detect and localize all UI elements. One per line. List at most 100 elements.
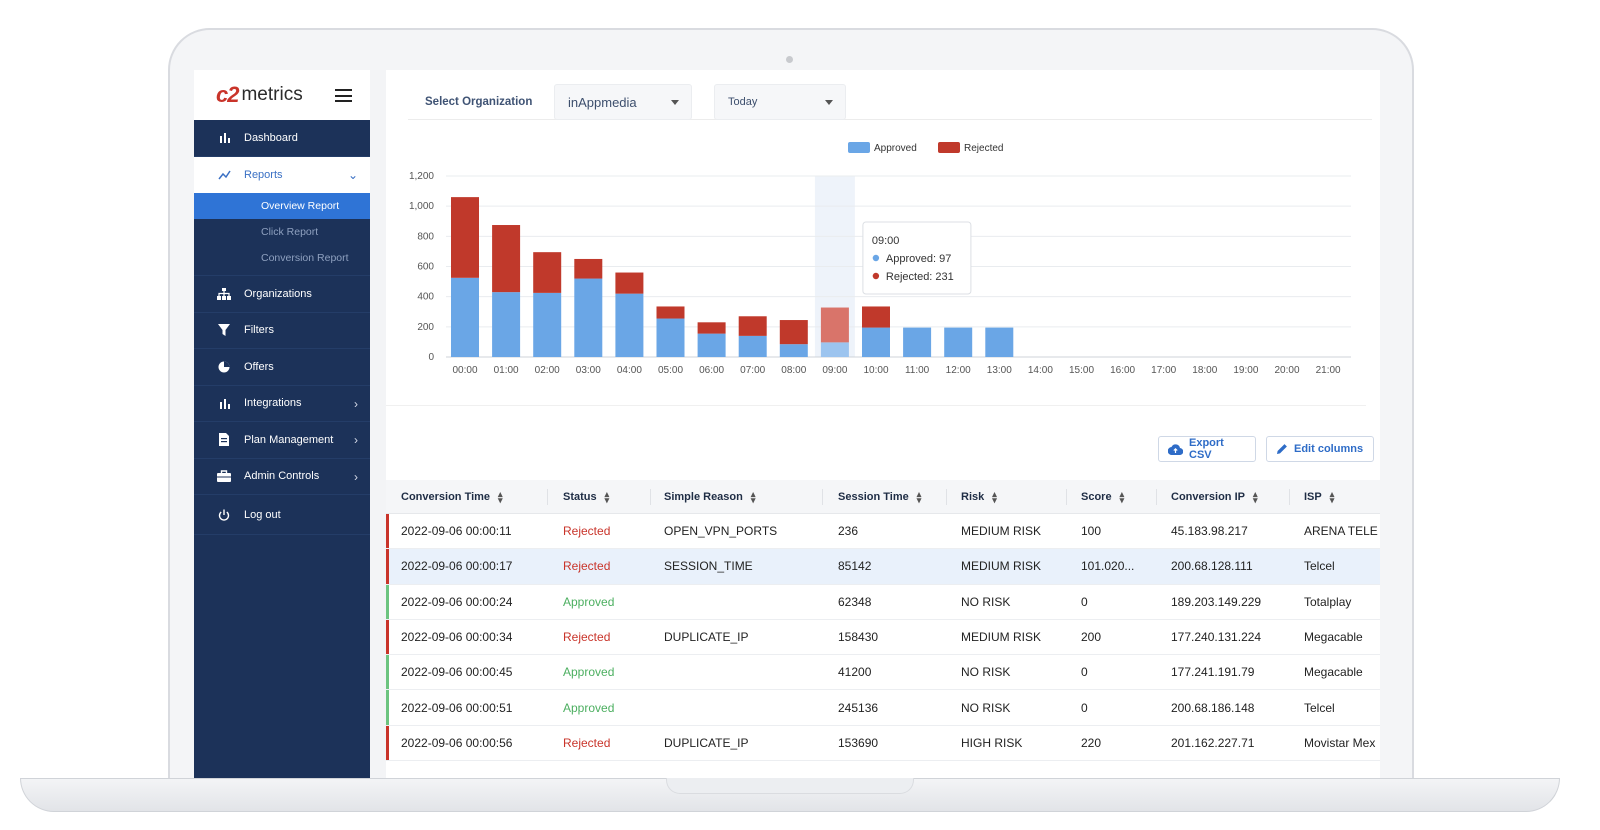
cell-risk: MEDIUM RISK bbox=[961, 524, 1042, 539]
sidebar-subitem-conversion-report[interactable]: Conversion Report bbox=[261, 252, 349, 264]
tooltip-box bbox=[862, 221, 972, 295]
document-icon bbox=[216, 432, 232, 448]
bar-approved bbox=[697, 333, 726, 357]
bar-approved bbox=[533, 292, 562, 357]
cell-conversion-ip: 177.241.191.79 bbox=[1171, 665, 1255, 680]
legend-swatch bbox=[848, 142, 870, 153]
pie-icon bbox=[216, 359, 232, 375]
sidebar-item-label: Dashboard bbox=[244, 131, 298, 144]
cell-conversion-time: 2022-09-06 00:00:24 bbox=[401, 594, 513, 609]
column-header-status[interactable]: Status ▴ ▾ bbox=[547, 480, 650, 513]
bar-approved bbox=[944, 327, 973, 357]
sidebar-item-admin-controls[interactable]: Admin Controls › bbox=[194, 459, 370, 495]
bar-approved bbox=[779, 344, 808, 357]
sidebar-item-label: Log out bbox=[244, 508, 281, 521]
column-header-label: Simple Reason bbox=[664, 490, 743, 503]
sidebar-subitem-overview-report[interactable]: Overview Report bbox=[194, 193, 370, 219]
column-header-isp[interactable]: ISP ▴ ▾ bbox=[1289, 480, 1380, 513]
sidebar: c2 metrics Dashboard Reports ⌄ Overview … bbox=[194, 70, 370, 778]
legend-label: Approved bbox=[874, 143, 917, 154]
tooltip-line: Rejected: 231 bbox=[886, 271, 954, 283]
chevron-right-icon: › bbox=[354, 469, 358, 484]
hamburger-menu-icon[interactable] bbox=[335, 89, 352, 102]
tooltip-dot bbox=[872, 254, 880, 262]
sidebar-subitem-click-report[interactable]: Click Report bbox=[261, 226, 319, 238]
legend-swatch bbox=[938, 142, 960, 153]
table-row[interactable]: 2022-09-06 00:00:45 Approved 41200 NO RI… bbox=[386, 655, 1380, 691]
x-tick-label: 07:00 bbox=[740, 365, 765, 376]
x-tick-label: 21:00 bbox=[1316, 365, 1341, 376]
cell-conversion-ip: 189.203.149.229 bbox=[1171, 594, 1262, 609]
bar-rejected bbox=[862, 306, 890, 328]
x-tick-label: 01:00 bbox=[494, 365, 519, 376]
column-header-simple-reason[interactable]: Simple Reason ▴ ▾ bbox=[650, 480, 822, 513]
column-header-conversion-ip[interactable]: Conversion IP ▴ ▾ bbox=[1156, 480, 1289, 513]
cell-conversion-time: 2022-09-06 00:00:34 bbox=[401, 630, 513, 645]
column-header-label: Risk bbox=[961, 490, 985, 503]
organization-select[interactable]: inAppmedia bbox=[554, 84, 692, 120]
bar-chart-icon bbox=[216, 395, 232, 411]
cell-score: 0 bbox=[1081, 594, 1088, 609]
date-range-select[interactable]: Today bbox=[714, 84, 846, 120]
sidebar-item-logout[interactable]: Log out bbox=[194, 495, 370, 535]
sidebar-item-organizations[interactable]: Organizations bbox=[194, 276, 370, 313]
table-row[interactable]: 2022-09-06 00:00:24 Approved 62348 NO RI… bbox=[386, 584, 1380, 620]
export-csv-button[interactable]: Export CSV bbox=[1158, 436, 1256, 462]
sidebar-item-label: Admin Controls bbox=[244, 470, 320, 483]
table-row[interactable]: 2022-09-06 00:00:17 Rejected SESSION_TIM… bbox=[386, 549, 1380, 585]
table-row[interactable]: 2022-09-06 00:00:51 Approved 245136 NO R… bbox=[386, 690, 1380, 726]
column-header-session-time[interactable]: Session Time ▴ ▾ bbox=[822, 480, 946, 513]
x-tick-label: 10:00 bbox=[863, 365, 888, 376]
sort-icon: ▴ ▾ bbox=[750, 488, 756, 505]
cell-isp: Telcel bbox=[1304, 700, 1335, 715]
cell-session-time: 158430 bbox=[838, 630, 879, 645]
chart-svg: 0 200 400 600 800 1,000 1,200 00:00 01:00 02:00 03… bbox=[409, 142, 1351, 376]
column-header-score[interactable]: Score ▴ ▾ bbox=[1066, 480, 1156, 513]
sidebar-item-dashboard[interactable]: Dashboard bbox=[194, 120, 370, 157]
org-tree-icon bbox=[216, 286, 232, 302]
x-tick-label: 00:00 bbox=[452, 365, 477, 376]
x-tick-label: 08:00 bbox=[781, 365, 806, 376]
sidebar-item-integrations[interactable]: Integrations › bbox=[194, 386, 370, 422]
x-tick-label: 19:00 bbox=[1233, 365, 1258, 376]
x-tick-label: 12:00 bbox=[946, 365, 971, 376]
table-row[interactable]: 2022-09-06 00:00:56 Rejected DUPLICATE_I… bbox=[386, 725, 1380, 762]
column-header-label: ISP bbox=[1304, 490, 1322, 503]
bar-approved bbox=[451, 277, 479, 357]
cell-risk: HIGH RISK bbox=[961, 735, 1023, 750]
caret-down-icon bbox=[671, 100, 679, 105]
cell-risk: MEDIUM RISK bbox=[961, 630, 1042, 645]
x-tick-label: 04:00 bbox=[617, 365, 642, 376]
cell-conversion-time: 2022-09-06 00:00:45 bbox=[401, 665, 513, 680]
sidebar-item-plan-management[interactable]: Plan Management › bbox=[194, 422, 370, 459]
cell-conversion-ip: 201.162.227.71 bbox=[1171, 735, 1255, 750]
table-row[interactable]: 2022-09-06 00:00:11 Rejected OPEN_VPN_PO… bbox=[386, 514, 1380, 550]
sidebar-item-reports[interactable]: Reports ⌄ bbox=[194, 156, 370, 193]
cell-conversion-ip: 45.183.98.217 bbox=[1171, 524, 1248, 539]
cell-status: Rejected bbox=[563, 735, 611, 750]
edit-columns-button[interactable]: Edit columns bbox=[1266, 436, 1374, 462]
bar-rejected bbox=[820, 307, 849, 343]
tooltip-line: Approved: 97 bbox=[886, 253, 951, 265]
table-row[interactable]: 2022-09-06 00:00:34 Rejected DUPLICATE_I… bbox=[386, 619, 1380, 656]
column-header-risk[interactable]: Risk ▴ ▾ bbox=[946, 480, 1066, 513]
column-header-conversion-time[interactable]: Conversion Time ▴ ▾ bbox=[386, 480, 547, 513]
sidebar-item-label: Reports bbox=[244, 168, 283, 181]
column-header-label: Conversion Time bbox=[401, 490, 491, 503]
x-tick-label: 02:00 bbox=[535, 365, 560, 376]
column-header-label: Status bbox=[563, 490, 597, 503]
status-indicator-bar bbox=[386, 549, 389, 584]
x-tick-label: 20:00 bbox=[1274, 365, 1299, 376]
y-tick-label: 200 bbox=[417, 322, 434, 333]
organization-select-value: inAppmedia bbox=[568, 94, 637, 110]
bar-rejected bbox=[492, 225, 521, 293]
y-tick-label: 400 bbox=[417, 292, 434, 303]
sidebar-item-filters[interactable]: Filters bbox=[194, 313, 370, 349]
cell-simple-reason: SESSION_TIME bbox=[664, 559, 753, 574]
pencil-icon bbox=[1276, 443, 1288, 455]
cell-conversion-ip: 200.68.128.111 bbox=[1171, 559, 1253, 574]
cell-session-time: 85142 bbox=[838, 559, 872, 574]
sidebar-item-offers[interactable]: Offers bbox=[194, 349, 370, 386]
power-icon bbox=[216, 507, 232, 523]
x-tick-label: 16:00 bbox=[1110, 365, 1135, 376]
